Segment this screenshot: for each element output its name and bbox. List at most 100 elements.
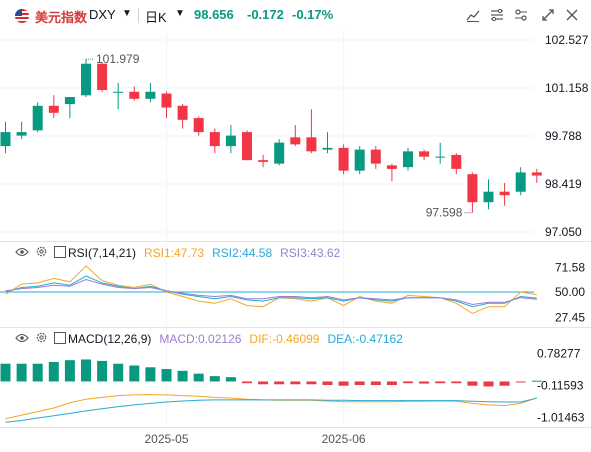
rsi-line-rsi2 [5,275,537,308]
candle-body [386,165,397,169]
eye-icon[interactable] [15,332,29,347]
macd-histogram-bar [419,381,430,384]
candle-body [64,97,75,105]
macd-histogram-bar [354,381,365,385]
candle-body [0,132,11,147]
rsi2-value: RSI2:44.58 [212,246,273,260]
symbol-chevron-down-icon[interactable]: ▼ [122,8,132,19]
macd-histogram-bar [161,369,172,382]
candle-body [483,191,494,203]
price-change: -0.172 [247,7,284,22]
macd-histogram-bar [177,370,188,382]
candle-body [81,63,91,96]
candle-body [290,137,301,145]
price-tick-label: 98.419 [545,177,582,191]
price-axis: 102.527 101.158 99.788 98.419 97.050 [545,33,589,239]
candle-body [209,132,220,147]
macd-tick-label: 0.78277 [537,347,581,361]
divider [138,8,139,23]
rsi-title: RSI(7,14,21) [68,246,137,260]
candle-body [48,105,59,113]
fullscreen-icon[interactable] [540,7,556,23]
period-selector[interactable]: 日K [145,10,167,25]
rsi-legend: RSI(7,14,21) RSI1:47.73 RSI2:44.58 RSI3:… [15,245,348,261]
price-tick-label: 102.527 [545,33,589,47]
macd-title: MACD(12,26,9) [68,332,152,346]
macd-histogram-bar [193,373,204,382]
eye-icon[interactable] [15,246,29,261]
checkbox-icon[interactable] [54,331,66,347]
symbol-code[interactable]: DXY [89,7,116,22]
candle-body [515,172,526,192]
candle-body [467,174,478,203]
rsi-tick-label: 71.58 [555,261,585,275]
candle-body [32,105,43,131]
dea-value: DEA:-0.47162 [327,332,403,346]
time-tick-label: 2025-06 [322,432,366,446]
macd-histogram-bar [467,381,478,386]
indicator-icon[interactable] [465,7,481,23]
rsi-price-tag-bg [552,286,588,299]
macd-histogram-bar [515,381,526,383]
high-price-label: 101.979 [96,52,140,66]
price-tick-label: 101.158 [545,81,589,95]
candle-body [161,93,172,108]
macd-tick-label: -1.01463 [537,410,585,424]
candle-body [370,149,381,164]
low-price-label: 97.598 [426,206,463,220]
candle-body [129,91,140,99]
close-icon[interactable] [564,7,580,23]
symbol-name[interactable]: 美元指数 [35,10,88,25]
candle-body [435,156,446,158]
candle-body [419,151,430,157]
price-annotations: 101.979 97.598 [86,52,473,220]
rsi-price-tag: 50.00 [555,285,585,299]
macd-histogram-bar [451,381,462,384]
macd-histogram-bar [499,381,510,386]
macd-histogram-bar [531,380,542,382]
macd-histogram-bar [386,381,397,385]
us-flag-icon [15,9,29,23]
macd-histogram-bar [32,363,43,382]
candlestick-series [0,59,542,213]
price-tick-label: 97.050 [545,225,582,239]
checkbox-icon[interactable] [54,245,66,261]
macd-histogram-bar [290,381,301,385]
gear-icon[interactable] [35,245,48,261]
time-axis: 2025-05 2025-06 [144,432,365,446]
candle-body [145,91,156,99]
chart-header: 美元指数 DXY ▼ 日K ▼ 98.656 -0.172 -0.17% [0,0,591,30]
rsi-line-rsi3 [5,278,537,306]
candle-body [451,154,462,169]
candle-body [499,191,510,196]
candle-body [193,118,204,133]
macd-pane: 0.78277 -0.11593 -1.01463 [0,347,585,424]
candle-body [306,137,317,152]
candle-body [16,132,27,136]
last-price: 98.656 [194,7,234,22]
macd-tick-label: -0.11593 [537,379,584,393]
settings-icon[interactable] [513,7,529,23]
macd-line-dif [5,394,537,420]
macd-histogram-bar [403,381,413,384]
macd-histogram-bar [322,381,333,385]
period-chevron-down-icon[interactable]: ▼ [175,8,185,19]
macd-histogram-bar [435,381,446,384]
macd-histogram-bar [225,377,236,382]
macd-histogram-bar [0,363,11,382]
rsi-line-rsi1 [5,265,537,315]
candle-body [354,149,365,171]
macd-histogram-bar [306,381,317,385]
macd-value: MACD:0.02126 [159,332,242,346]
candle-body [403,151,413,168]
macd-histogram-bar [274,381,285,385]
candle-body [97,63,108,91]
macd-histogram-bar [338,381,349,386]
gear-icon[interactable] [35,331,48,347]
drawing-icon[interactable] [489,7,505,23]
candle-body [113,91,124,93]
rsi3-value: RSI3:43.62 [280,246,341,260]
macd-histogram-bar [129,365,140,382]
